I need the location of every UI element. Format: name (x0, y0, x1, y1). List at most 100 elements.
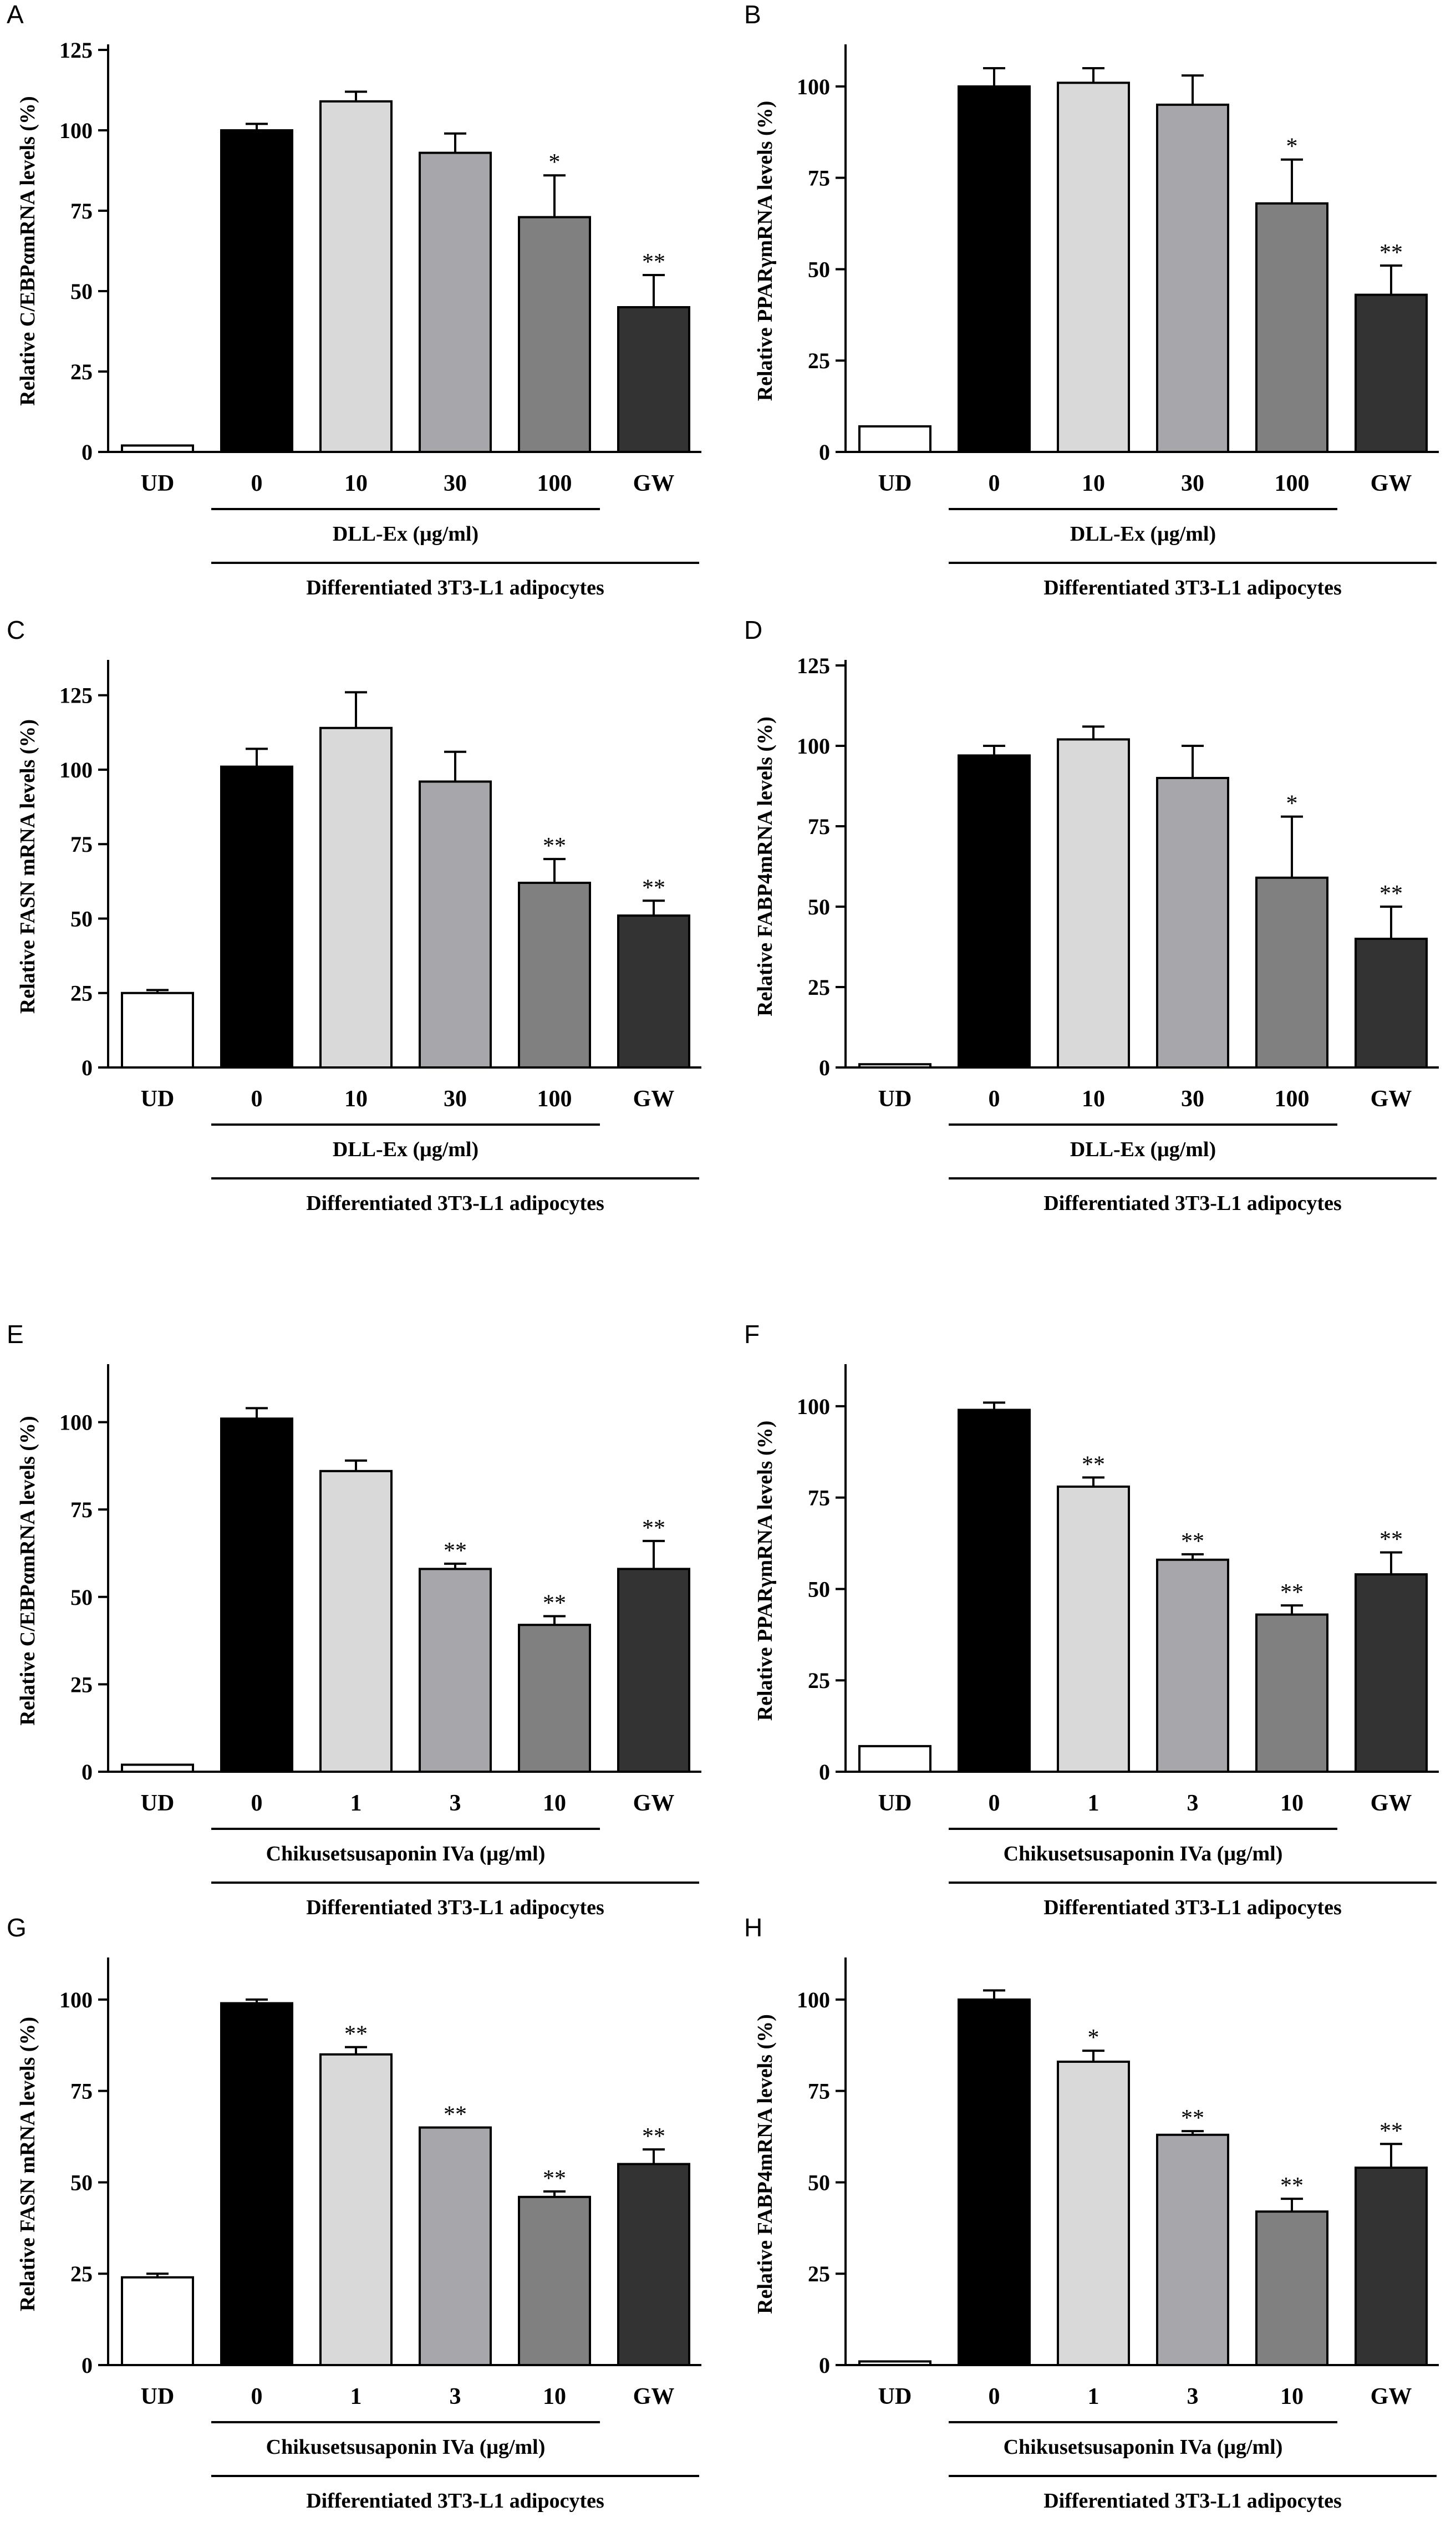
panel-letter: G (7, 1913, 27, 1942)
y-tick-label: 100 (797, 1987, 830, 2012)
significance-marker: ** (543, 1590, 566, 1616)
y-tick-label: 25 (808, 2261, 830, 2286)
y-tick-label: 125 (59, 683, 93, 708)
x-tick-label: 0 (989, 1086, 1000, 1112)
y-tick-label: 0 (819, 440, 830, 465)
significance-marker: ** (444, 2102, 467, 2128)
bar-ud (858, 2360, 931, 2367)
x-tick-label: 100 (537, 1086, 572, 1112)
y-tick-label: 75 (808, 166, 830, 191)
bar-30 (419, 780, 492, 1069)
bar-3 (419, 1568, 492, 1773)
x-tick-label: 1 (1088, 2384, 1099, 2409)
y-tick-label: 75 (808, 1486, 830, 1511)
y-tick-label: 50 (808, 257, 830, 282)
bar-ud (858, 1063, 931, 1069)
significance-marker: * (549, 150, 561, 175)
significance-marker: * (1286, 791, 1298, 817)
bar-0 (958, 1409, 1031, 1773)
y-tick-label: 75 (70, 832, 93, 857)
significance-marker: ** (1379, 881, 1403, 907)
bar-ud (121, 444, 194, 454)
panel-letter: C (7, 616, 25, 644)
significance-marker: ** (642, 2124, 665, 2149)
treatment-label: DLL-Ex (μg/ml) (1070, 522, 1216, 546)
y-axis-label: Relative PPARγmRNA levels (%) (754, 101, 777, 401)
x-tick-label: 30 (444, 1086, 467, 1112)
y-axis-label: Relative FABP4mRNA levels (%) (754, 2014, 777, 2314)
x-tick-label: GW (1371, 1791, 1412, 1816)
x-tick-label: UD (141, 471, 175, 496)
bar-gw (1355, 1573, 1428, 1773)
y-tick-label: 25 (70, 359, 93, 384)
significance-marker: ** (642, 250, 665, 275)
panel-letter: F (744, 1320, 760, 1349)
y-tick-label: 50 (808, 2170, 830, 2195)
group-label: Differentiated 3T3-L1 adipocytes (306, 1192, 604, 1215)
significance-marker: ** (543, 2166, 566, 2192)
bar-ud (121, 991, 194, 1069)
bar-0 (220, 765, 293, 1069)
y-tick-label: 50 (808, 1577, 830, 1601)
bar-1 (1057, 1485, 1130, 1773)
x-tick-label: 100 (1275, 471, 1310, 496)
y-tick-label: 100 (59, 1410, 93, 1435)
x-tick-label: 10 (1082, 1086, 1105, 1112)
panel-letter: H (744, 1913, 762, 1942)
y-tick-label: 25 (70, 2261, 93, 2286)
y-tick-label: 100 (797, 734, 830, 759)
x-tick-label: UD (878, 2384, 912, 2409)
group-label: Differentiated 3T3-L1 adipocytes (306, 2489, 604, 2513)
bar-0 (220, 129, 293, 453)
panel-letter: D (744, 616, 762, 644)
y-tick-label: 50 (808, 894, 830, 919)
y-tick-label: 100 (59, 118, 93, 143)
significance-marker: ** (1280, 2173, 1304, 2199)
x-tick-label: GW (1371, 471, 1412, 496)
panel-letter: A (7, 0, 24, 29)
significance-marker: ** (543, 833, 566, 859)
significance-marker: ** (642, 875, 665, 901)
x-tick-label: 0 (989, 2384, 1000, 2409)
bar-ud (858, 425, 931, 454)
y-tick-label: 25 (808, 975, 830, 1000)
x-tick-label: 10 (344, 471, 368, 496)
group-label: Differentiated 3T3-L1 adipocytes (1043, 576, 1342, 599)
panel-letter: E (7, 1320, 24, 1349)
x-tick-label: GW (1371, 1086, 1412, 1112)
bar-30 (1156, 777, 1229, 1069)
x-tick-label: 30 (444, 471, 467, 496)
significance-marker: ** (1181, 2106, 1204, 2131)
x-tick-label: 10 (543, 2384, 566, 2409)
bar-10 (1255, 2210, 1328, 2366)
bar-10 (518, 1624, 591, 1773)
treatment-label: Chikusetsusaponin IVa (μg/ml) (1004, 1842, 1283, 1865)
bar-10 (319, 726, 393, 1069)
x-tick-label: 0 (251, 1791, 263, 1816)
significance-marker: ** (1280, 1580, 1304, 1605)
y-tick-label: 50 (70, 1585, 93, 1610)
x-tick-label: UD (878, 1791, 912, 1816)
y-tick-label: 25 (70, 981, 93, 1006)
y-axis-label: Relative PPARγmRNA levels (%) (754, 1421, 777, 1721)
y-tick-label: 75 (70, 1497, 93, 1522)
x-tick-label: 100 (537, 471, 572, 496)
bar-ud (121, 1763, 194, 1773)
panel-letter: B (744, 0, 761, 29)
bar-30 (419, 151, 492, 454)
x-tick-label: 3 (450, 1791, 461, 1816)
bar-0 (958, 754, 1031, 1069)
x-tick-label: GW (1371, 2384, 1412, 2409)
y-tick-label: 100 (59, 1987, 93, 2012)
group-label: Differentiated 3T3-L1 adipocytes (1043, 1192, 1342, 1215)
x-tick-label: 0 (251, 2384, 263, 2409)
y-tick-label: 25 (808, 1668, 830, 1693)
x-tick-label: 10 (543, 1791, 566, 1816)
y-axis-label: Relative FABP4mRNA levels (%) (754, 716, 777, 1016)
bar-0 (220, 2002, 293, 2366)
bar-gw (617, 306, 690, 453)
